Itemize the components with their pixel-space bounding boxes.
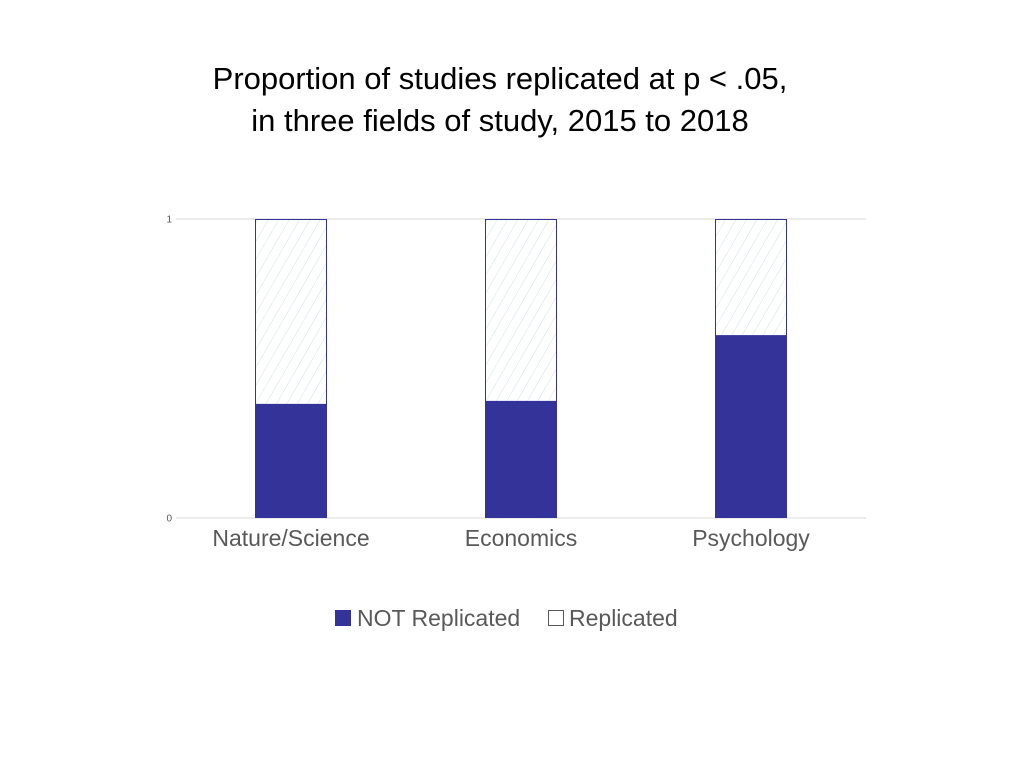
- legend-swatch-not-replicated: [335, 610, 351, 626]
- legend-label-not-replicated: NOT Replicated: [357, 605, 520, 631]
- legend: NOT Replicated Replicated: [335, 605, 678, 631]
- bar-not-replicated-economics: [485, 401, 557, 518]
- legend-swatch-replicated: [548, 610, 564, 626]
- bar-not-replicated-psychology: [715, 335, 787, 518]
- x-tick-label: Economics: [465, 525, 577, 551]
- legend-label-replicated: Replicated: [569, 605, 678, 631]
- y-tick-label: 0: [166, 514, 172, 525]
- x-tick-label: Psychology: [692, 525, 810, 551]
- legend-item-replicated: Replicated: [548, 605, 678, 631]
- bars: [255, 219, 787, 518]
- chart-title-line-1: Proportion of studies replicated at p < …: [212, 61, 788, 96]
- y-tick-label: 1: [166, 215, 172, 226]
- x-tick-label: Nature/Science: [212, 525, 369, 551]
- bar-replicated-nature-science: [255, 219, 327, 405]
- chart-title-line-2: in three fields of study, 2015 to 2018: [251, 103, 749, 138]
- legend-item-not-replicated: NOT Replicated: [335, 605, 520, 631]
- chart-title: Proportion of studies replicated at p < …: [0, 58, 1000, 142]
- axes: 0 1 Nature/Science Economics Psychology: [166, 215, 810, 552]
- bar-not-replicated-nature-science: [255, 404, 327, 518]
- bar-replicated-economics: [485, 219, 557, 402]
- bar-replicated-psychology: [715, 219, 787, 337]
